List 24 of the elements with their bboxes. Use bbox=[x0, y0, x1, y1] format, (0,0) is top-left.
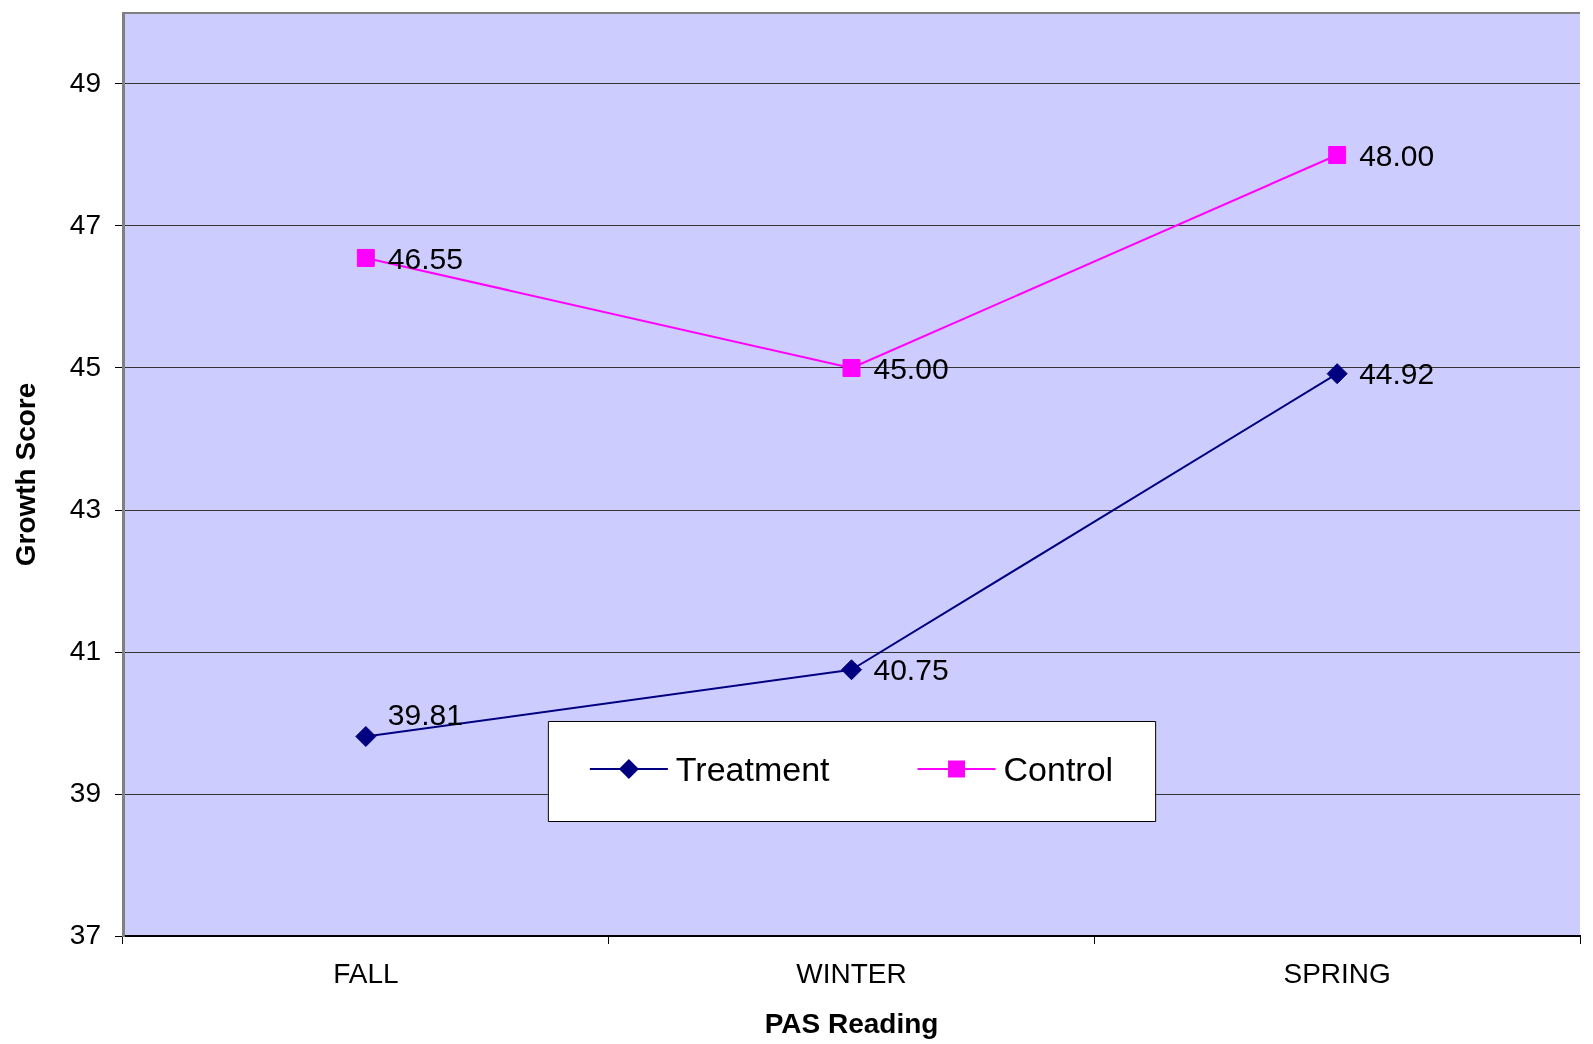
data-label: 40.75 bbox=[873, 653, 949, 687]
y-tick-label: 43 bbox=[69, 492, 101, 524]
point bbox=[841, 659, 862, 681]
y-tick-label: 49 bbox=[69, 66, 101, 98]
data-label: 46.55 bbox=[387, 241, 463, 275]
y-tick-label: 45 bbox=[69, 350, 101, 382]
point bbox=[842, 359, 861, 377]
x-tick-label: WINTER bbox=[796, 957, 907, 989]
y-tick-label: 39 bbox=[69, 776, 101, 808]
legend-label: Control bbox=[1003, 750, 1114, 789]
x-tick-label: FALL bbox=[333, 957, 399, 989]
x-tick-label: SPRING bbox=[1283, 957, 1391, 989]
data-label: 39.81 bbox=[387, 698, 463, 732]
point bbox=[356, 248, 375, 267]
point bbox=[1326, 363, 1348, 385]
data-label: 48.00 bbox=[1359, 138, 1435, 172]
y-tick-label: 41 bbox=[69, 634, 101, 666]
legend-label: Treatment bbox=[675, 750, 831, 789]
y-axis-title: Growth Score bbox=[9, 382, 41, 567]
y-tick-label: 37 bbox=[69, 918, 101, 950]
x-axis-title: PAS Reading bbox=[764, 1007, 939, 1039]
point bbox=[355, 725, 377, 747]
point bbox=[1328, 146, 1347, 164]
y-tick-label: 47 bbox=[69, 208, 101, 240]
